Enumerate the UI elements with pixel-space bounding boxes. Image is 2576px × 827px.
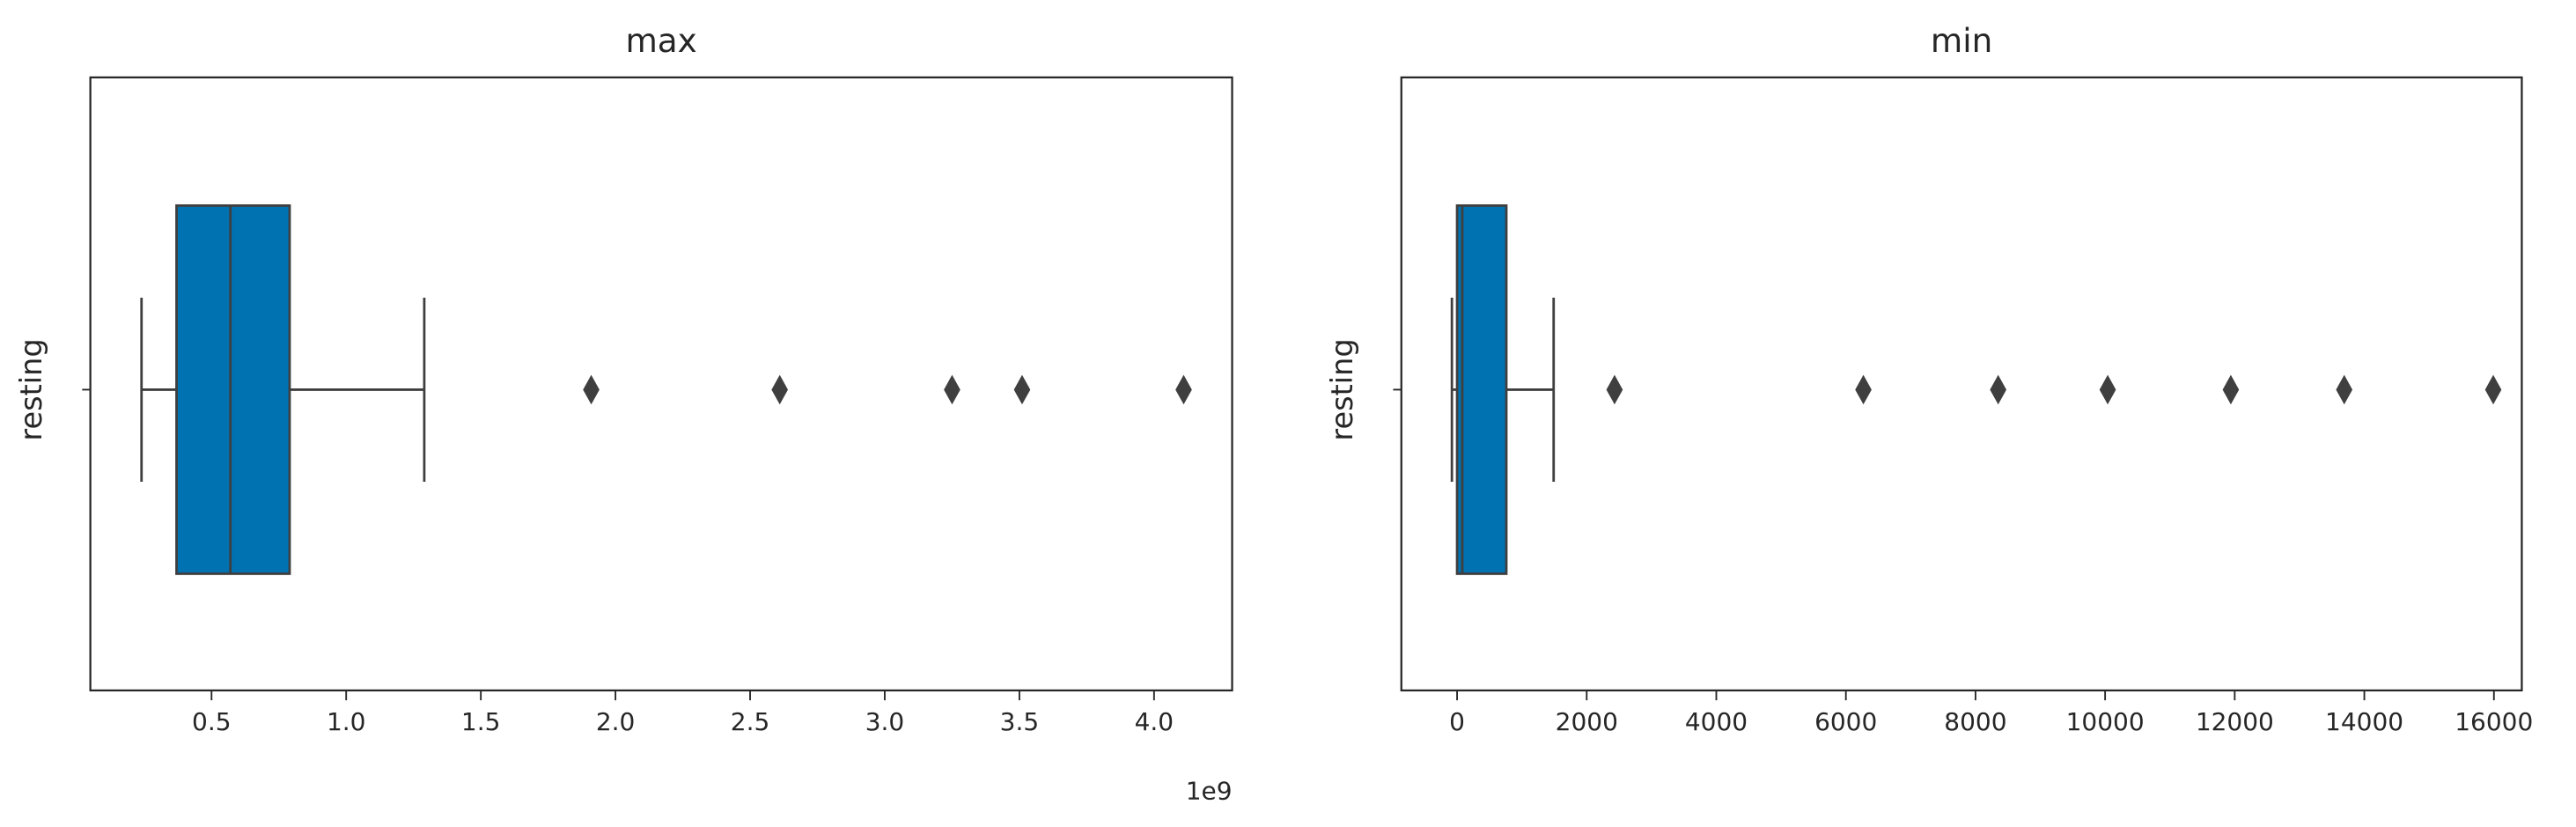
x-tick-label: 3.5 [1000,707,1040,736]
outlier [1013,374,1031,405]
outlier [1175,374,1192,405]
outlier [2336,374,2353,405]
x-tick-label: 0.5 [192,707,232,736]
x-tick-label: 6000 [1814,707,1877,736]
x-tick-label: 10000 [2066,707,2145,736]
y-axis-label: resting [14,338,48,440]
offset-text: 1e9 [1186,777,1233,806]
plot-frame [1400,76,2523,692]
x-tick-label: 4.0 [1135,707,1174,736]
x-tick-label: 4000 [1685,707,1748,736]
outlier [1606,374,1623,405]
x-tick-label: 3.0 [865,707,905,736]
chart-title: min [1931,21,1992,60]
outlier [944,374,960,405]
outlier [2484,374,2502,405]
box [1455,204,1508,575]
outlier [1855,374,1872,405]
outlier [771,374,789,405]
x-tick-label: 16000 [2455,707,2533,736]
y-axis-label: resting [1325,338,1359,440]
outlier [1990,374,2007,405]
outlier [2222,374,2240,405]
x-tick-label: 1.5 [461,707,501,736]
outlier [583,374,600,405]
x-tick-label: 14000 [2325,707,2403,736]
chart-title: max [625,21,696,60]
x-tick-label: 12000 [2196,707,2274,736]
box [175,204,291,575]
x-tick-label: 2.0 [596,707,636,736]
x-tick-label: 8000 [1944,707,2006,736]
plot-frame [89,76,1233,692]
x-tick-label: 1.0 [327,707,366,736]
x-tick-label: 2.5 [731,707,770,736]
x-tick-label: 0 [1449,707,1465,736]
outlier [2099,374,2116,405]
x-tick-label: 2000 [1556,707,1618,736]
